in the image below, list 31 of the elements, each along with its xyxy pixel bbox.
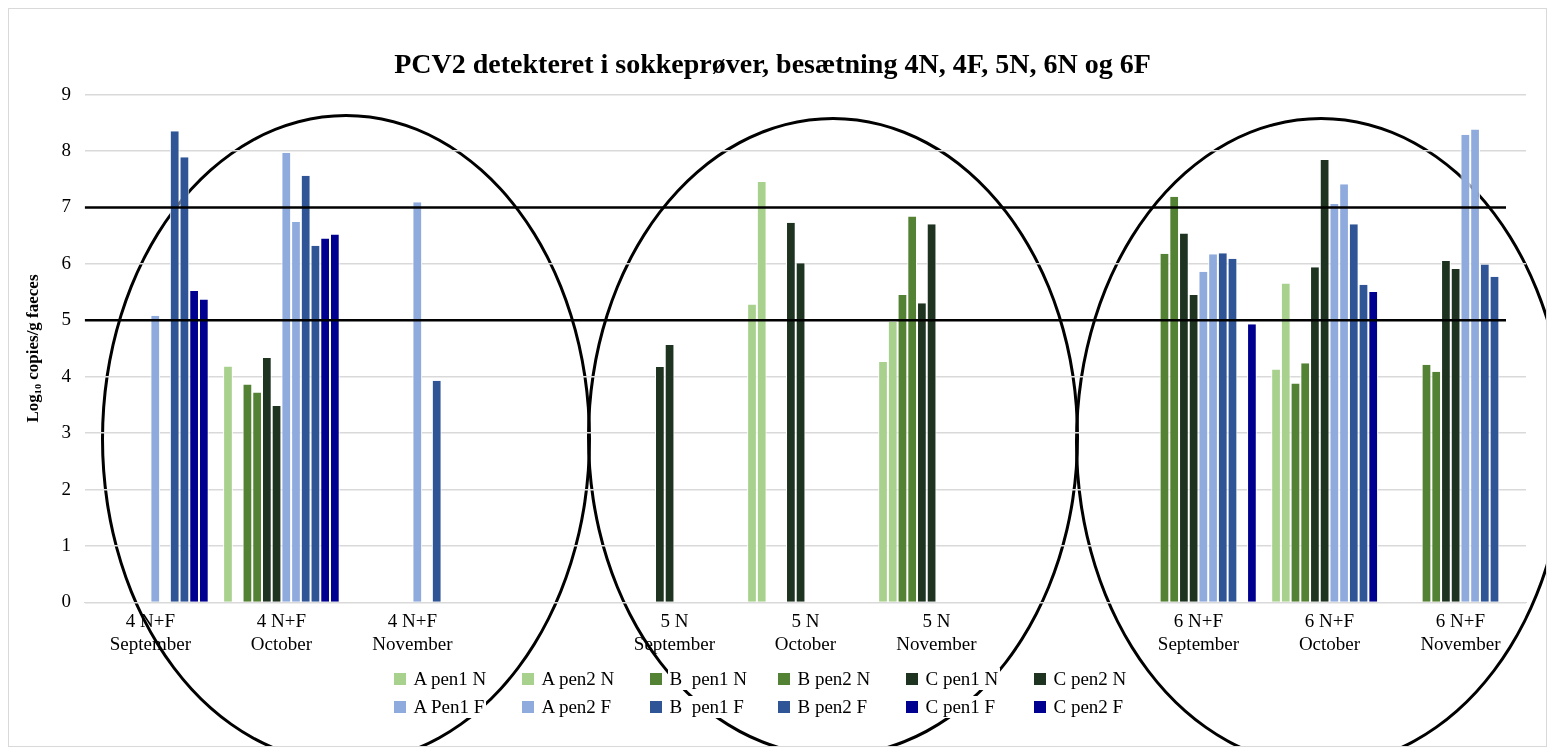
legend-label: A Pen1 F: [411, 696, 487, 718]
y-tick-label: 5: [61, 308, 71, 330]
y-tick-label: 2: [61, 477, 71, 499]
y-tick-label: 8: [61, 139, 71, 161]
legend-label: A pen2 F: [539, 696, 614, 718]
legend-label: B pen2 N: [795, 668, 873, 690]
legend-label: C pen1 F: [923, 696, 998, 718]
y-tick-label: 0: [61, 590, 71, 612]
x-tick-label: 5 N October: [774, 609, 837, 654]
y-tick-label: 4: [61, 364, 72, 386]
x-tick-label: 4 N+F November: [372, 609, 454, 654]
x-tick-label: 5 N November: [896, 609, 978, 654]
legend-label: B pen1 F: [667, 696, 746, 718]
y-tick-label: 1: [61, 533, 71, 555]
chart-title: PCV2 detekteret i sokkeprøver, besætning 4N, 4F, 5N, 6N og 6F: [394, 48, 1151, 80]
y-tick-label: 3: [61, 421, 71, 443]
y-tick-label: 9: [61, 82, 71, 104]
y-tick-label: 6: [61, 251, 71, 273]
y-axis-title: Log₁₀ copies/g faeces: [22, 274, 42, 423]
x-tick-label: 6 N+F November: [1420, 609, 1502, 654]
legend-label: A pen2 N: [539, 668, 617, 690]
x-tick-label: 6 N+F September: [1157, 609, 1240, 654]
legend-label: A pen1 N: [411, 668, 489, 690]
x-tick-label: 6 N+F October: [1298, 609, 1361, 654]
legend-label: B pen1 N: [667, 668, 750, 690]
y-tick-label: 7: [61, 195, 71, 217]
legend-label: C pen2 F: [1051, 696, 1126, 718]
legend-label: C pen2 N: [1051, 668, 1129, 690]
legend-label: B pen2 F: [795, 696, 870, 718]
x-tick-label: 4 N+F October: [250, 609, 313, 654]
legend-label: C pen1 N: [923, 668, 1001, 690]
